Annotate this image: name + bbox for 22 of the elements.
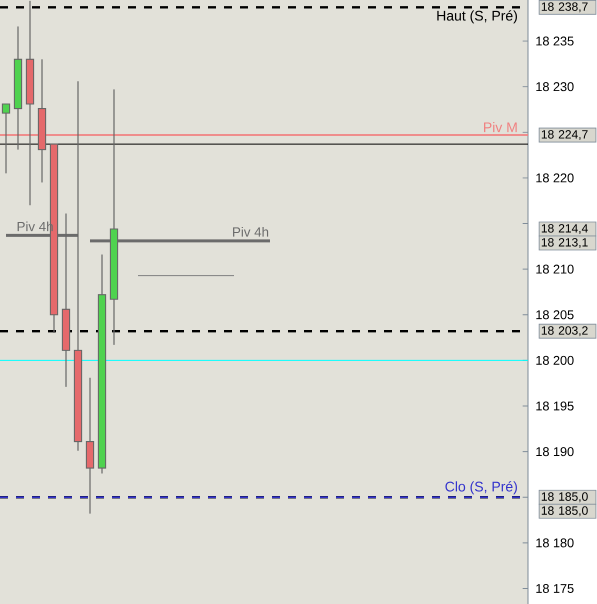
y-tick-label: 18 230 — [536, 82, 574, 92]
y-tick-label: 18 235 — [536, 36, 574, 46]
y-tick-label: 18 205 — [536, 310, 574, 320]
y-tick-label: 18 200 — [536, 356, 574, 365]
y-tick-label: 18 175 — [536, 584, 574, 593]
ref-line-label: Piv M — [484, 122, 517, 132]
y-tick-label: 18 210 — [536, 264, 574, 274]
series-label: Piv 4h — [233, 226, 268, 237]
text: 18 203,2 — [542, 326, 588, 336]
candlestick — [2, 103, 10, 174]
y-tick-label: 18 190 — [536, 447, 574, 456]
text: 18 213,1 — [542, 238, 588, 248]
text: 18 185,0 — [542, 492, 588, 502]
ref-line-label: Clo (S, Pré) — [445, 481, 517, 494]
text: 18 224,7 — [542, 130, 588, 140]
y-tick-label: 18 180 — [536, 538, 574, 548]
y-tick-label: 18 195 — [536, 402, 574, 410]
text: 18 185,0 — [542, 506, 588, 516]
text: 18 214,4 — [542, 224, 588, 234]
text: 18 238,7 — [542, 2, 588, 12]
y-tick-label: 18 220 — [536, 173, 574, 182]
ref-line-label: Haut (S, Pré) — [437, 10, 517, 24]
